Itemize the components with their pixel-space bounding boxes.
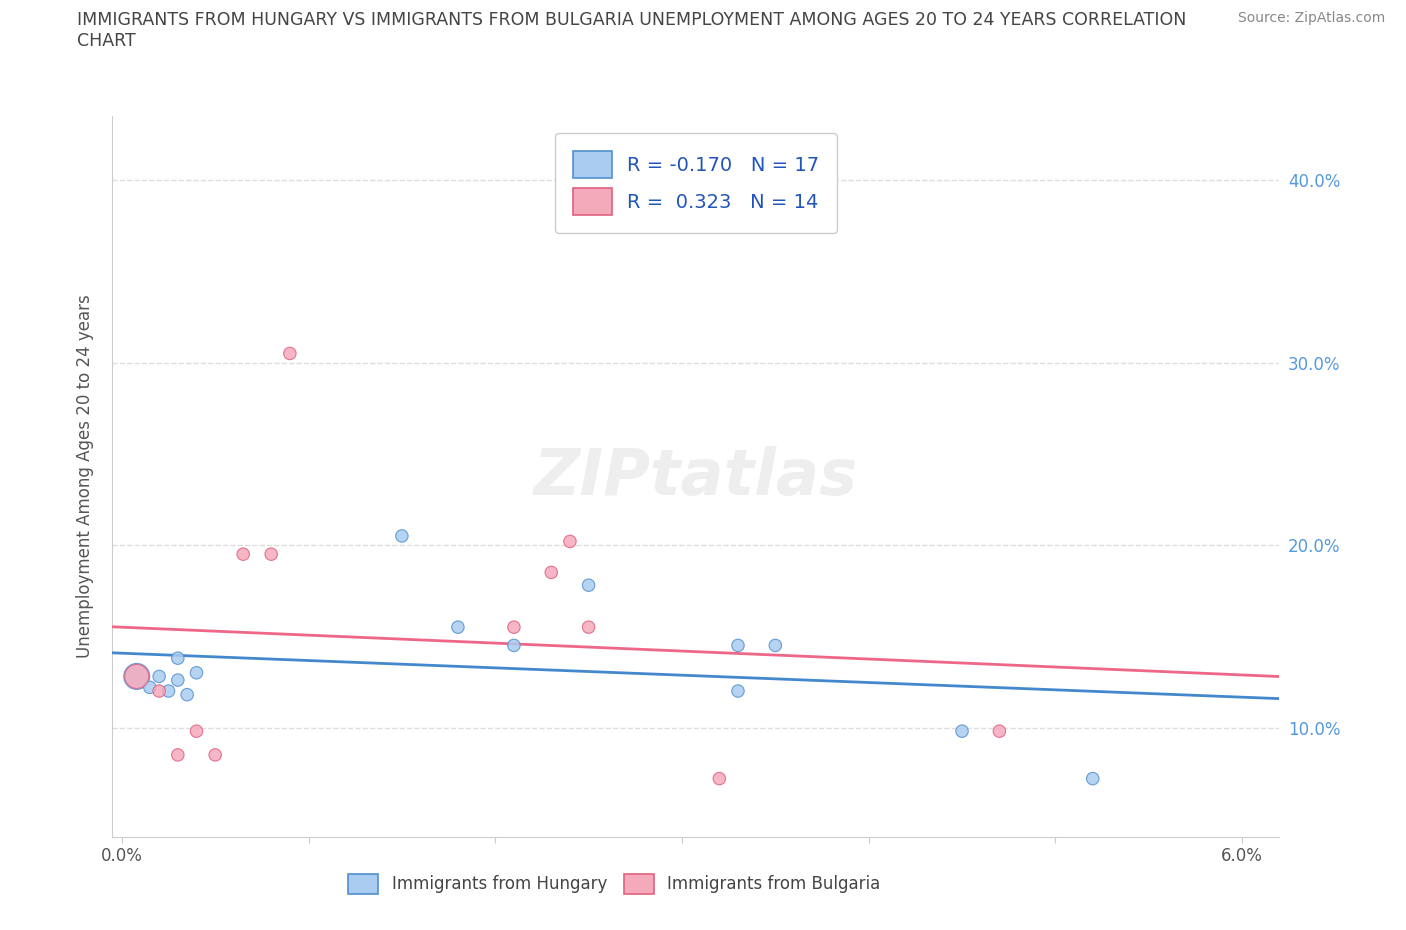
Point (232, 547, 254, 562)
Point (186, 724, 208, 738)
Point (503, 619, 526, 634)
Text: IMMIGRANTS FROM HUNGARY VS IMMIGRANTS FROM BULGARIA UNEMPLOYMENT AMONG AGES 20 T: IMMIGRANTS FROM HUNGARY VS IMMIGRANTS FR… (77, 11, 1187, 29)
Point (166, 651, 188, 666)
Text: ZIPtatlas: ZIPtatlas (534, 445, 858, 508)
Text: Source: ZipAtlas.com: Source: ZipAtlas.com (1237, 11, 1385, 25)
Point (186, 665, 208, 680)
Point (157, 684, 180, 698)
Point (139, 680, 162, 695)
Point (763, 638, 786, 653)
Point (260, 547, 283, 562)
Y-axis label: Unemployment Among Ages 20 to 24 years: Unemployment Among Ages 20 to 24 years (76, 295, 94, 658)
Point (503, 638, 526, 653)
Point (727, 638, 749, 653)
Point (950, 724, 973, 738)
Point (176, 687, 198, 702)
Point (278, 346, 301, 361)
Point (204, 748, 226, 763)
Point (1081, 771, 1104, 786)
Point (391, 528, 413, 543)
Text: CHART: CHART (77, 32, 136, 49)
Point (540, 565, 562, 580)
Point (727, 684, 749, 698)
Point (558, 534, 581, 549)
Point (578, 578, 600, 592)
Point (447, 619, 470, 634)
Legend: Immigrants from Hungary, Immigrants from Bulgaria: Immigrants from Hungary, Immigrants from… (342, 867, 887, 901)
Point (578, 619, 600, 634)
Point (709, 771, 731, 786)
Point (166, 748, 188, 763)
Point (166, 672, 188, 687)
Point (125, 669, 148, 684)
Point (125, 669, 148, 684)
Point (148, 669, 170, 684)
Point (148, 684, 170, 698)
Point (988, 724, 1011, 738)
